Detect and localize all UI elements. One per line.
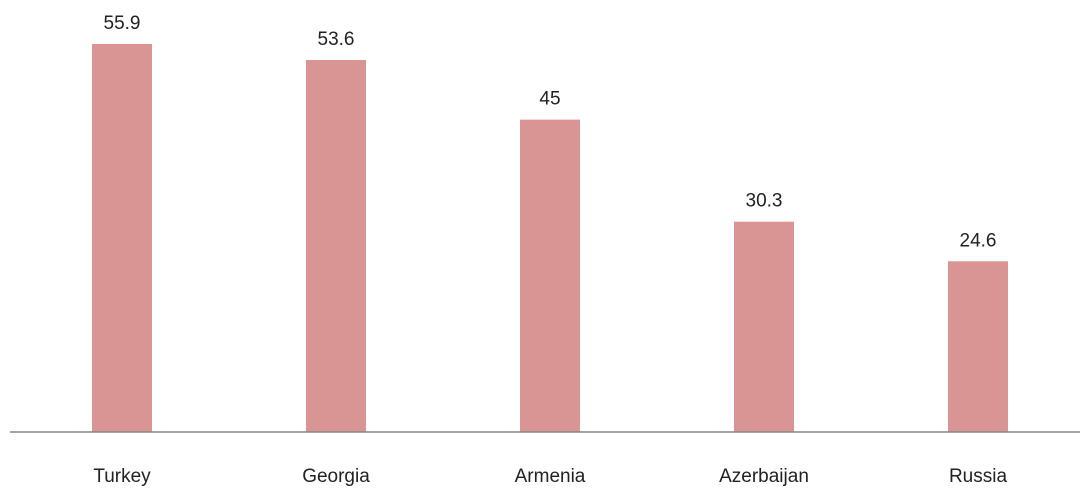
bar-georgia <box>306 59 366 432</box>
data-label-russia: 24.6 <box>960 230 997 251</box>
category-label-georgia: Georgia <box>302 466 370 487</box>
data-label-turkey: 55.9 <box>104 13 141 34</box>
bars-group <box>92 44 1008 433</box>
data-label-azerbaijan: 30.3 <box>746 191 783 212</box>
bar-turkey <box>92 44 152 432</box>
data-label-armenia: 45 <box>539 89 560 110</box>
category-label-armenia: Armenia <box>515 466 586 487</box>
category-label-russia: Russia <box>949 466 1008 487</box>
data-labels-group: 55.9 53.6 45 30.3 24.6 <box>104 13 997 251</box>
category-label-azerbaijan: Azerbaijan <box>719 466 809 487</box>
bar-armenia <box>520 119 580 433</box>
category-label-turkey: Turkey <box>93 466 151 487</box>
category-labels-group: Turkey Georgia Armenia Azerbaijan Russia <box>93 466 1007 487</box>
bar-azerbaijan <box>734 221 794 432</box>
data-label-georgia: 53.6 <box>318 29 355 50</box>
bar-russia <box>948 261 1008 432</box>
